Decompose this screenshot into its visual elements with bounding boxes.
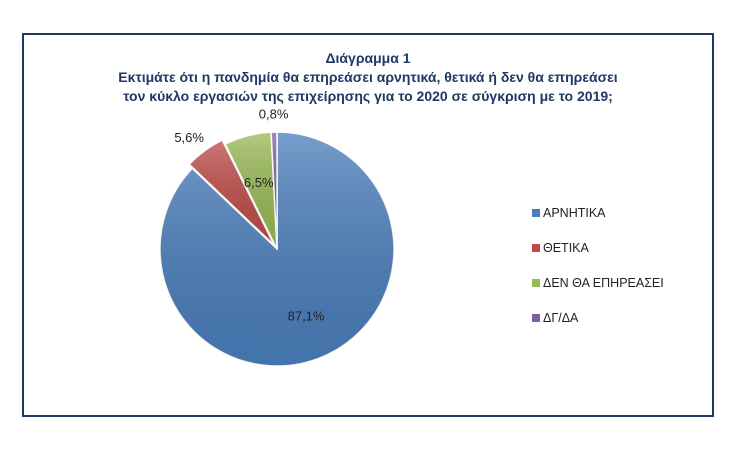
pie-slice-positive-shading xyxy=(189,140,275,245)
legend-swatch xyxy=(532,244,540,252)
legend-item-positive: ΘΕΤΙΚΑ xyxy=(532,240,664,256)
legend-label: ΔΓ/ΔΑ xyxy=(543,311,579,325)
pie-data-labels: 87,1% 5,6% 6,5% 0,8% xyxy=(174,106,325,323)
pie-slice-no-effect-shading xyxy=(225,132,277,249)
legend-item-dk-na: ΔΓ/ΔΑ xyxy=(532,310,664,326)
data-label-negative: 87,1% xyxy=(288,309,325,324)
legend-swatch xyxy=(532,314,540,322)
pie-slices xyxy=(159,131,395,367)
chart-frame: Διάγραμμα 1 Εκτιμάτε ότι η πανδημία θα ε… xyxy=(22,33,714,417)
chart-title-line3: τον κύκλο εργασιών της επιχείρησης για τ… xyxy=(123,88,613,104)
legend-swatch xyxy=(532,209,540,217)
legend-label: ΔΕΝ ΘΑ ΕΠΗΡΕΑΣΕΙ xyxy=(543,276,664,290)
data-label-dk-na: 0,8% xyxy=(259,106,289,121)
legend: ΑΡΝΗΤΙΚΑ ΘΕΤΙΚΑ ΔΕΝ ΘΑ ΕΠΗΡΕΑΣΕΙ ΔΓ/ΔΑ xyxy=(532,205,664,345)
legend-label: ΑΡΝΗΤΙΚΑ xyxy=(543,206,606,220)
data-label-positive: 5,6% xyxy=(174,130,204,145)
legend-item-no-effect: ΔΕΝ ΘΑ ΕΠΗΡΕΑΣΕΙ xyxy=(532,275,664,291)
legend-label: ΘΕΤΙΚΑ xyxy=(543,241,589,255)
chart-title-line2: Εκτιμάτε ότι η πανδημία θα επηρεάσει αρν… xyxy=(118,69,618,85)
legend-item-negative: ΑΡΝΗΤΙΚΑ xyxy=(532,205,664,221)
chart-title-line1: Διάγραμμα 1 xyxy=(325,50,411,66)
chart-title: Διάγραμμα 1 Εκτιμάτε ότι η πανδημία θα ε… xyxy=(24,49,712,106)
data-label-no-effect: 6,5% xyxy=(244,175,274,190)
legend-swatch xyxy=(532,279,540,287)
pie-slice-dk-na-shading xyxy=(271,132,277,249)
pie-chart: 87,1% 5,6% 6,5% 0,8% xyxy=(159,106,395,367)
